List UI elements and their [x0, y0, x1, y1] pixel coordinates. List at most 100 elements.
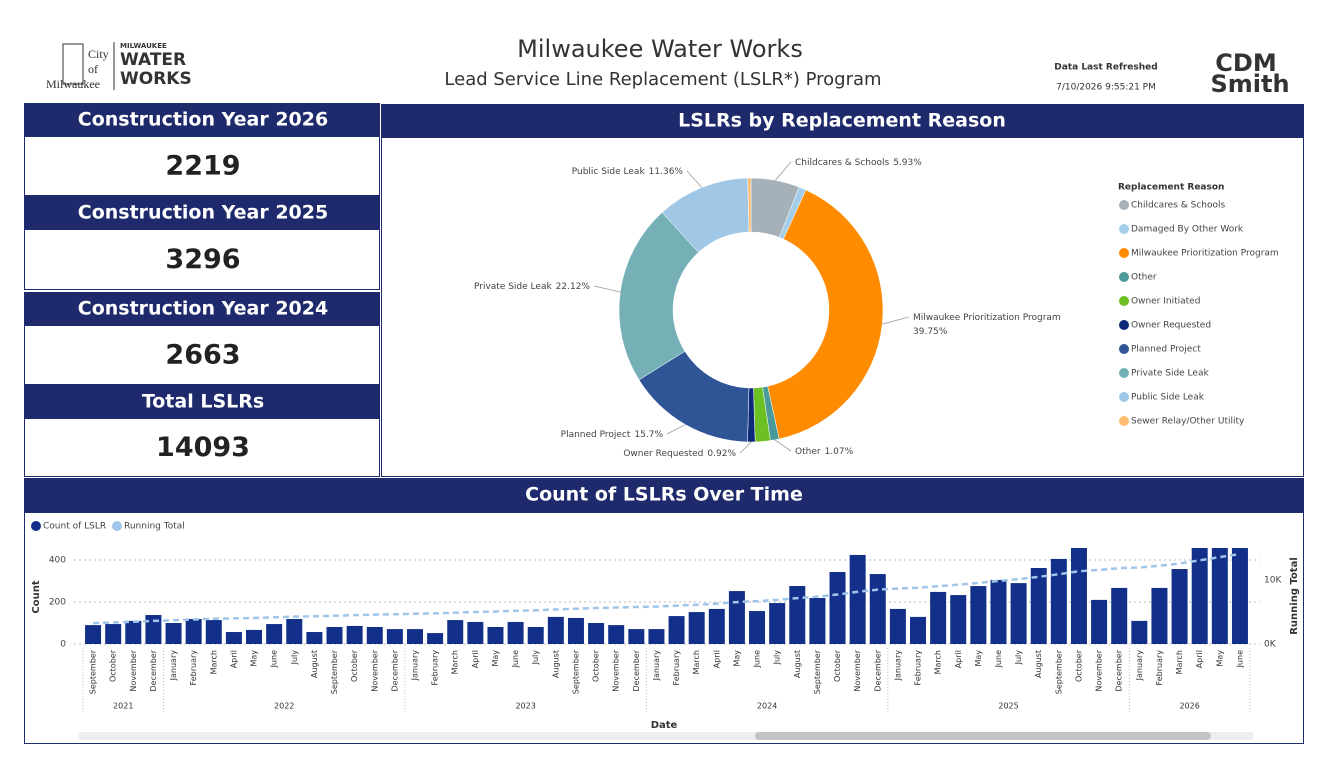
- x-tick-label: September: [1054, 649, 1063, 694]
- x-tick-label: November: [1095, 649, 1104, 691]
- bar: [1191, 548, 1208, 644]
- bar: [326, 626, 343, 644]
- logo-text: MILWAUKEE: [120, 42, 167, 50]
- bar: [366, 626, 383, 644]
- x-tick-label: March: [451, 650, 460, 674]
- bar: [869, 574, 886, 644]
- bar: [1231, 548, 1248, 644]
- kpi-header: [24, 196, 380, 230]
- slice-label-name: Private Side Leak: [474, 282, 552, 292]
- bar: [527, 626, 544, 644]
- slice-label: Private Side Leak 22.12%: [474, 282, 590, 292]
- x-tick-label: September: [813, 649, 822, 694]
- slice-label-name: Planned Project: [561, 430, 631, 440]
- x-tick-label: December: [149, 649, 158, 691]
- bar: [769, 603, 786, 644]
- legend-label: Sewer Relay/Other Utility: [1131, 417, 1245, 427]
- kpi-value: 3296: [165, 244, 240, 275]
- x-tick-label: October: [109, 649, 118, 682]
- y-axis-title: Count: [31, 580, 42, 613]
- donut-slice: [767, 189, 884, 440]
- legend-marker: [31, 521, 41, 531]
- slice-label-name: Other: [795, 447, 821, 457]
- x-tick-label: November: [370, 649, 379, 691]
- bar: [849, 554, 866, 644]
- leader-line: [593, 285, 621, 293]
- bar: [668, 616, 685, 644]
- x-tick-label: May: [974, 650, 983, 667]
- logo-text: of: [88, 62, 98, 76]
- bar: [286, 619, 303, 644]
- x-tick-label: September: [571, 649, 580, 694]
- bar: [85, 625, 102, 644]
- bar: [1070, 548, 1087, 644]
- bar: [1151, 587, 1168, 644]
- logo-text: City: [88, 47, 109, 61]
- bar: [910, 616, 927, 644]
- leader-line: [774, 439, 792, 452]
- legend-label: Owner Initiated: [1131, 297, 1200, 307]
- legend-marker: [1119, 320, 1129, 330]
- bar: [648, 629, 665, 644]
- x-tick-label: May: [1215, 650, 1224, 667]
- bar: [1050, 558, 1067, 644]
- y2-tick-label: 0K: [1264, 640, 1277, 650]
- bar: [306, 632, 323, 644]
- x-tick-label: January: [893, 650, 902, 682]
- x-group-label: 2022: [274, 702, 294, 711]
- x-tick-label: February: [189, 650, 198, 686]
- legend-marker: [1119, 200, 1129, 210]
- x-tick-label: July: [531, 650, 540, 666]
- page-subtitle: Lead Service Line Replacement (LSLR*) Pr…: [444, 69, 881, 90]
- x-tick-label: January: [410, 650, 419, 682]
- bar: [447, 620, 464, 644]
- scrollbar-thumb[interactable]: [755, 732, 1211, 740]
- x-tick-label: April: [712, 650, 721, 668]
- kpi-label: Construction Year 2024: [78, 298, 328, 320]
- x-tick-label: August: [1034, 650, 1043, 678]
- legend-marker: [1119, 248, 1129, 258]
- logo-text: WORKS: [120, 69, 192, 89]
- x-tick-label: February: [672, 650, 681, 686]
- bar: [145, 615, 162, 644]
- bar: [809, 598, 826, 644]
- legend-title: Replacement Reason: [1118, 183, 1224, 193]
- slice-label-name: Childcares & Schools: [795, 158, 890, 168]
- x-tick-label: July: [773, 650, 782, 666]
- leader-line: [882, 316, 910, 325]
- x-tick-label: June: [753, 650, 762, 669]
- legend-marker: [1119, 344, 1129, 354]
- x-tick-label: April: [1195, 650, 1204, 668]
- bar: [889, 608, 906, 644]
- kpi-label: Construction Year 2026: [78, 109, 328, 131]
- legend-marker: [1119, 368, 1129, 378]
- bar: [507, 621, 524, 644]
- x-group-label: 2025: [998, 702, 1018, 711]
- bar: [225, 632, 242, 644]
- slice-label-value: 0.92%: [707, 449, 736, 459]
- x-tick-label: February: [914, 650, 923, 686]
- slice-label-name: Owner Requested: [623, 449, 703, 459]
- kpi-header: [24, 385, 380, 419]
- slice-label-value: 15.7%: [634, 430, 663, 440]
- refresh-date: 7/10/2026 9:55:21 PM: [1056, 83, 1156, 93]
- x-tick-label: April: [471, 650, 480, 668]
- legend-marker: [112, 521, 122, 531]
- y-tick-label: 200: [49, 598, 66, 608]
- slice-label: Owner Requested 0.92%: [623, 449, 736, 459]
- slice-label-value: 11.36%: [649, 167, 684, 177]
- legend-label: Owner Requested: [1131, 321, 1211, 331]
- bar: [1091, 599, 1108, 644]
- bar: [708, 608, 725, 644]
- x-tick-label: October: [350, 649, 359, 682]
- panel-title: Count of LSLRs Over Time: [525, 484, 803, 506]
- x-tick-label: December: [390, 649, 399, 691]
- x-tick-label: March: [1175, 650, 1184, 674]
- legend-label: Public Side Leak: [1131, 393, 1205, 403]
- x-tick-label: July: [290, 650, 299, 666]
- slice-label-value: 5.93%: [893, 158, 922, 168]
- x-tick-label: March: [209, 650, 218, 674]
- slice-label-value: 1.07%: [825, 447, 854, 457]
